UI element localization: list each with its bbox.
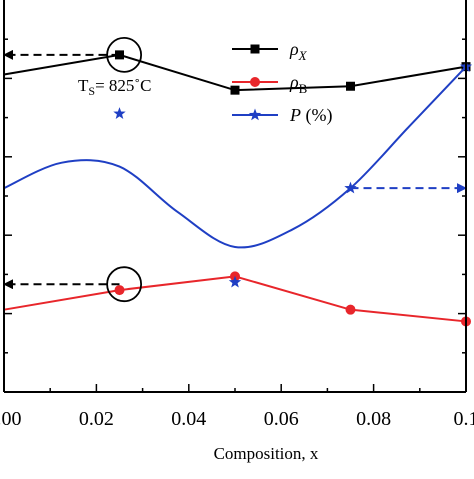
data-point-square [231,86,240,95]
data-point-square [346,82,355,91]
axes: 0.00 0.02 0.04 0.06 0.08 0.1 [0,0,474,430]
legend-label: ρB [289,72,308,96]
x-tick-label: 0.06 [264,408,299,430]
data-point-circle [346,305,356,315]
data-point-star [113,107,125,119]
legend-marker [249,109,261,121]
x-tick-label: 0.04 [171,408,206,430]
legend-label: ρX [289,39,308,63]
legend-label: P (%) [289,105,332,126]
data-point-circle [115,285,125,295]
x-tick-label: 0.08 [356,408,391,430]
series-line-square [4,55,466,90]
temperature-annotation: TS= 825˚C [78,76,151,98]
x-axis-label: Composition, x [214,444,319,463]
x-tick-label: 0.00 [0,408,22,430]
legend-marker [251,45,260,54]
legend-marker [250,77,260,87]
x-tick-label: 0.02 [79,408,114,430]
x-tick-label: 0.1 [454,408,474,430]
legend: ρX ρB P (%) [232,39,332,126]
